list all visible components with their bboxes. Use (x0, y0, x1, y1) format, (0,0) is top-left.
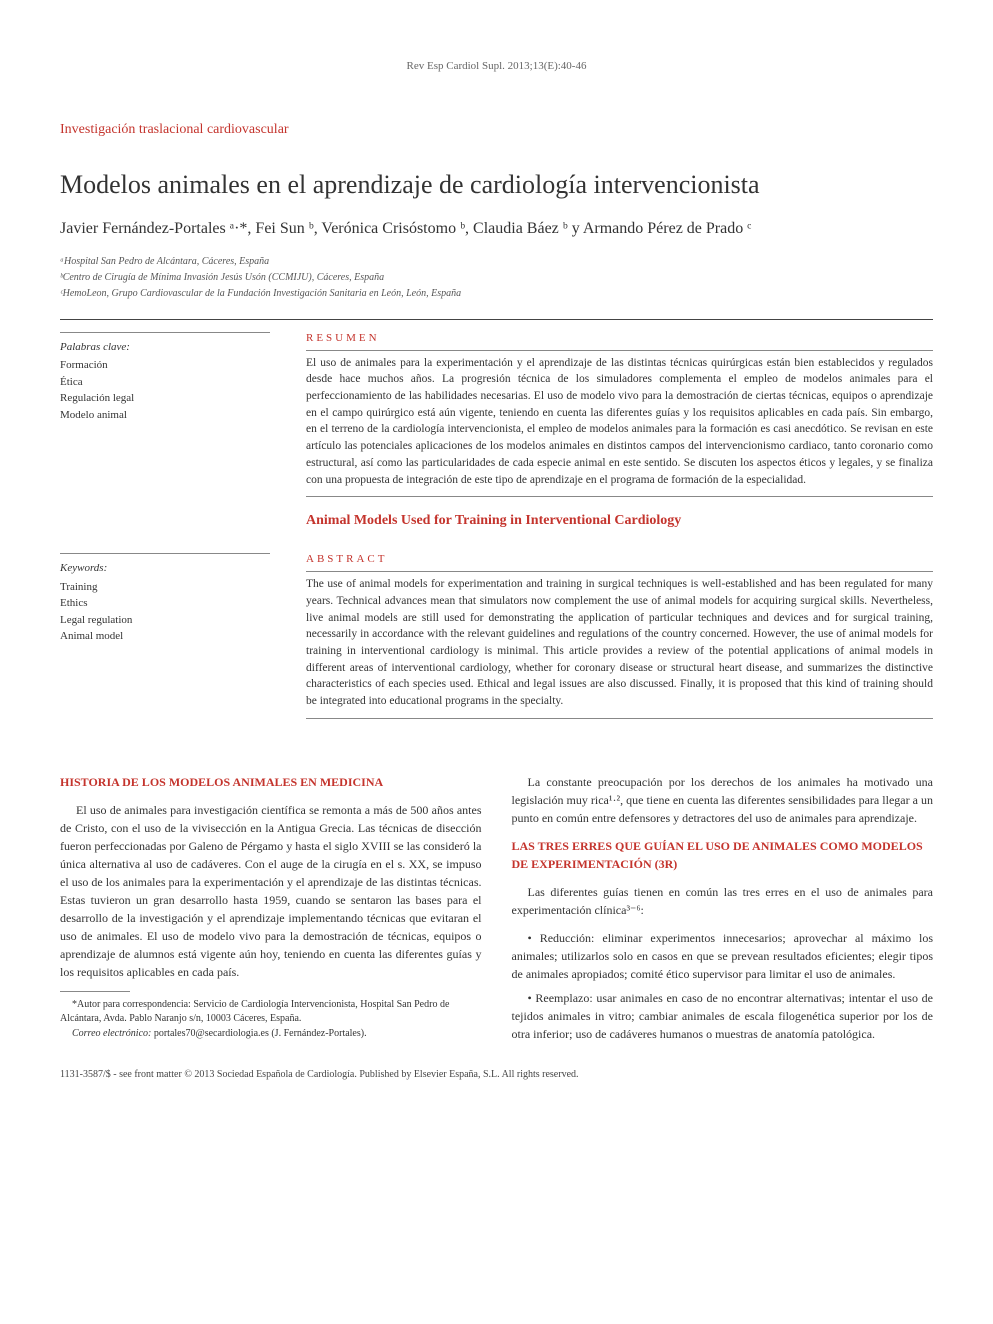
footnote-divider (60, 991, 130, 992)
english-title: Animal Models Used for Training in Inter… (306, 513, 933, 529)
keyword-item: Ethics (60, 595, 270, 612)
affiliation-a: ᵃHospital San Pedro de Alcántara, Cácere… (60, 254, 933, 269)
resumen-heading: RESUMEN (306, 332, 933, 344)
keywords-es-title: Palabras clave: (60, 339, 270, 356)
body-bullet: • Reducción: eliminar experimentos innec… (512, 929, 934, 983)
body-paragraph: Las diferentes guías tienen en común las… (512, 883, 934, 919)
body-paragraph: El uso de animales para investigación ci… (60, 801, 482, 981)
article-title: Modelos animales en el aprendizaje de ca… (60, 168, 933, 202)
divider (306, 571, 933, 572)
affiliation-c: ᶜHemoLeon, Grupo Cardiovascular de la Fu… (60, 286, 933, 301)
body-paragraph: La constante preocupación por los derech… (512, 773, 934, 827)
keywords-en: Keywords: Training Ethics Legal regulati… (60, 553, 270, 645)
affiliations: ᵃHospital San Pedro de Alcántara, Cácere… (60, 254, 933, 301)
keyword-item: Modelo animal (60, 407, 270, 424)
journal-citation: Rev Esp Cardiol Supl. 2013;13(E):40-46 (60, 60, 933, 72)
correspondence-footnote: *Autor para correspondencia: Servicio de… (60, 998, 482, 1026)
divider (306, 718, 933, 719)
keyword-item: Training (60, 579, 270, 596)
divider (60, 319, 933, 320)
affiliation-b: ᵇCentro de Cirugía de Mínima Invasión Je… (60, 270, 933, 285)
author-list: Javier Fernández-Portales ᵃ·*, Fei Sun ᵇ… (60, 220, 933, 238)
email-value: portales70@secardiologia.es (J. Fernánde… (154, 1028, 367, 1039)
divider (306, 350, 933, 351)
abstract-heading: ABSTRACT (306, 553, 933, 565)
keyword-item: Ética (60, 374, 270, 391)
article-body: HISTORIA DE LOS MODELOS ANIMALES EN MEDI… (60, 773, 933, 1049)
keyword-item: Regulación legal (60, 390, 270, 407)
resumen-text: El uso de animales para la experimentaci… (306, 355, 933, 488)
email-label: Correo electrónico: (72, 1028, 151, 1039)
resumen-block: Palabras clave: Formación Ética Regulaci… (60, 332, 933, 539)
keyword-item: Animal model (60, 628, 270, 645)
correspondence-email: Correo electrónico: portales70@secardiol… (60, 1026, 482, 1041)
section-heading-3r: LAS TRES ERRES QUE GUÍAN EL USO DE ANIMA… (512, 837, 934, 873)
left-column: HISTORIA DE LOS MODELOS ANIMALES EN MEDI… (60, 773, 482, 1049)
right-column: La constante preocupación por los derech… (512, 773, 934, 1049)
keywords-es: Palabras clave: Formación Ética Regulaci… (60, 332, 270, 424)
keyword-item: Legal regulation (60, 612, 270, 629)
section-heading-history: HISTORIA DE LOS MODELOS ANIMALES EN MEDI… (60, 773, 482, 791)
divider (306, 496, 933, 497)
body-bullet: • Reemplazo: usar animales en caso de no… (512, 989, 934, 1043)
abstract-text: The use of animal models for experimenta… (306, 576, 933, 709)
section-label: Investigación traslacional cardiovascula… (60, 122, 933, 138)
abstract-block: Keywords: Training Ethics Legal regulati… (60, 553, 933, 722)
keyword-item: Formación (60, 357, 270, 374)
copyright-line: 1131-3587/$ - see front matter © 2013 So… (60, 1069, 933, 1080)
keywords-en-title: Keywords: (60, 560, 270, 577)
